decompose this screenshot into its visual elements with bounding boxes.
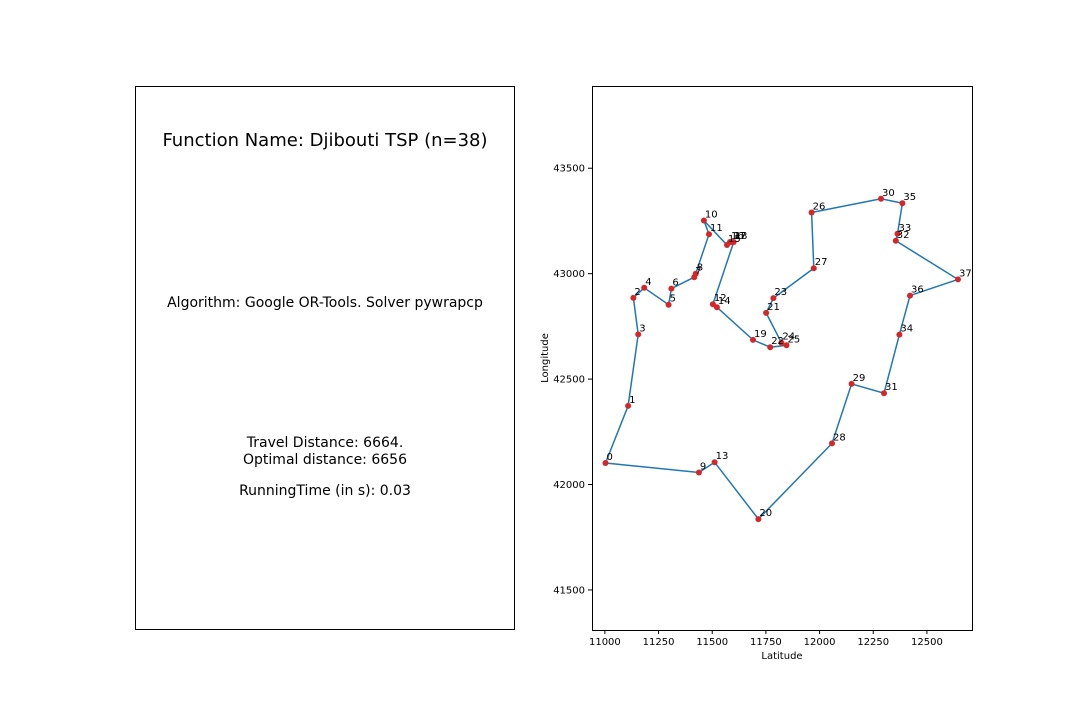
running-time-text: RunningTime (in s): 0.03	[239, 483, 411, 499]
city-point	[810, 265, 817, 272]
city-point	[635, 331, 642, 338]
y-tick-label: 43000	[553, 269, 585, 280]
city-point	[894, 230, 901, 237]
city-point	[848, 380, 855, 387]
x-tick-label: 11500	[696, 637, 728, 648]
city-label: 1	[629, 395, 635, 406]
city-point	[625, 402, 632, 409]
city-point	[730, 239, 737, 245]
city-label: 35	[903, 192, 916, 203]
city-point	[899, 200, 906, 207]
city-point	[665, 301, 672, 308]
city-point	[692, 270, 699, 277]
city-label: 5	[670, 294, 676, 305]
city-label: 32	[897, 230, 910, 241]
city-label: 12	[714, 293, 727, 304]
city-point	[713, 304, 720, 311]
city-point	[700, 217, 707, 224]
city-point	[808, 209, 815, 216]
city-label: 25	[788, 334, 801, 345]
city-point	[829, 440, 835, 447]
city-point	[763, 309, 770, 316]
city-label: 3	[639, 323, 645, 334]
city-point	[695, 469, 702, 476]
x-tick-label: 12250	[857, 637, 889, 648]
x-tick-label: 12500	[911, 637, 943, 648]
city-point	[706, 231, 712, 238]
city-label: 9	[700, 462, 706, 473]
y-tick-label: 43500	[553, 164, 585, 175]
city-point	[955, 276, 961, 283]
city-labels: 0123456789101112131415161718192021222324…	[607, 188, 972, 519]
city-point	[767, 344, 774, 351]
city-label: 27	[815, 257, 828, 268]
x-tick-label: 11250	[643, 637, 675, 648]
city-label: 20	[759, 508, 772, 519]
x-axis-label: Latitude	[761, 651, 802, 662]
city-label: 29	[853, 373, 866, 384]
route-layer	[604, 198, 960, 521]
city-label: 21	[767, 302, 780, 313]
city-label: 33	[899, 223, 912, 234]
x-tick-label: 11750	[750, 637, 782, 648]
city-label: 24	[782, 332, 795, 343]
city-label: 22	[771, 336, 784, 347]
y-tick-label: 42500	[553, 375, 585, 386]
city-point	[602, 460, 609, 466]
city-point	[750, 336, 756, 343]
city-point	[778, 339, 785, 346]
function-name-text: Function Name: Djibouti TSP (n=38)	[162, 130, 488, 151]
city-points	[602, 195, 961, 523]
travel-distance-text: Travel Distance: 6664.	[246, 435, 404, 451]
y-axis-ticks: 41500 42000 42500 43000 43500	[553, 164, 592, 596]
x-tick-label: 11000	[589, 637, 621, 648]
city-point	[668, 285, 675, 292]
city-label: 30	[882, 188, 895, 199]
route-line	[604, 198, 960, 521]
city-point	[770, 295, 777, 302]
y-tick-label: 42000	[553, 480, 585, 491]
city-point	[878, 195, 884, 202]
y-tick-label: 41500	[553, 585, 585, 596]
city-label: 0	[607, 452, 613, 463]
city-label: 4	[645, 277, 651, 288]
city-label: 13	[716, 451, 729, 462]
algorithm-text: Algorithm: Google OR-Tools. Solver pywra…	[167, 295, 483, 311]
city-label: 19	[754, 329, 767, 340]
city-label: 31	[885, 382, 898, 393]
city-label: 23	[774, 287, 787, 298]
city-point	[641, 284, 648, 291]
city-point	[711, 459, 718, 466]
city-label: 6	[672, 278, 678, 289]
city-label: 18	[735, 231, 748, 242]
x-tick-label: 12000	[804, 637, 836, 648]
city-point	[896, 331, 903, 338]
city-label: 15	[728, 234, 741, 245]
city-point	[755, 516, 762, 523]
city-point	[907, 292, 913, 299]
city-label: 26	[813, 202, 826, 213]
city-point	[630, 294, 637, 301]
city-label: 8	[697, 263, 703, 274]
city-label: 34	[900, 324, 913, 335]
city-label: 36	[911, 285, 924, 296]
y-axis-label: Longitude	[540, 333, 551, 383]
city-label: 28	[833, 432, 846, 443]
optimal-distance-text: Optimal distance: 6656	[243, 452, 407, 468]
city-label: 10	[705, 210, 718, 221]
city-label: 16	[731, 231, 744, 242]
city-label: 14	[718, 296, 731, 307]
x-axis-ticks: 11000 11250 11500 11750 12000 12250 12500	[589, 630, 943, 648]
city-label: 7	[695, 266, 701, 277]
city-point	[881, 390, 887, 397]
city-label: 17	[734, 231, 747, 242]
info-panel: Function Name: Djibouti TSP (n=38) Algor…	[135, 86, 515, 630]
city-label: 2	[634, 287, 640, 298]
city-point	[783, 342, 790, 349]
city-point	[892, 237, 899, 244]
city-label: 37	[959, 268, 972, 279]
plot-area-frame	[592, 86, 973, 631]
city-label: 11	[710, 223, 723, 234]
